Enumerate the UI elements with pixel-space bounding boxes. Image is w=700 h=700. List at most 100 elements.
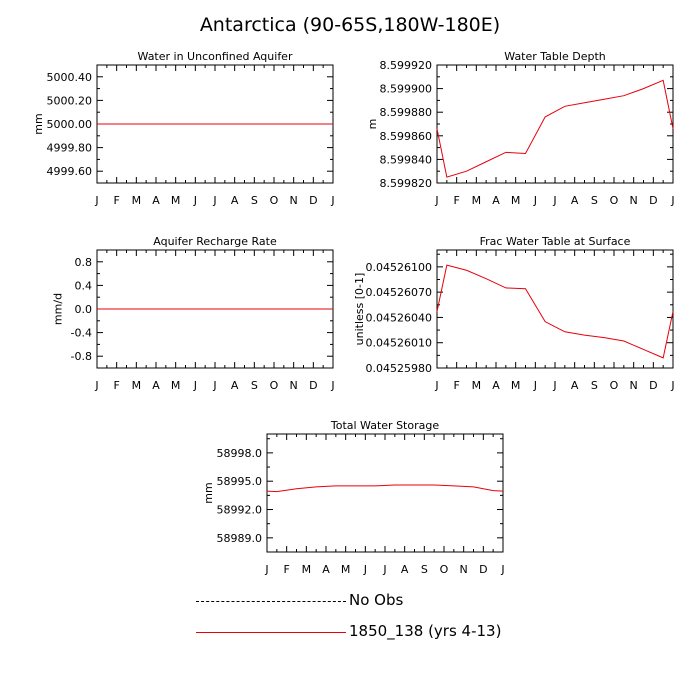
- y-tick-label: 8.599840: [380, 153, 433, 166]
- x-tick-label: J: [212, 379, 216, 392]
- figure-title: Antarctica (90-65S,180W-180E): [199, 14, 501, 36]
- series-line: [436, 264, 674, 359]
- x-tick-label: A: [401, 563, 409, 576]
- y-tick-label: 8.599820: [380, 177, 433, 190]
- y-tick-label: 58995.0: [217, 475, 263, 488]
- y-tick-label: 8.599900: [380, 83, 433, 96]
- y-tick-label: 4999.80: [47, 142, 93, 155]
- y-tick-label: 0.04526040: [366, 311, 432, 324]
- y-tick-label: 0.04526070: [366, 286, 432, 299]
- x-tick-label: J: [94, 194, 98, 207]
- y-axis-label: mm/d: [51, 293, 64, 325]
- x-tick-label: N: [290, 194, 298, 207]
- series-line: [266, 484, 504, 493]
- y-tick-label: 58998.0: [217, 447, 263, 460]
- y-tick-label: 0.04525980: [366, 362, 432, 375]
- x-tick-label: A: [492, 379, 500, 392]
- x-tick-label: N: [630, 194, 638, 207]
- x-tick-label: A: [231, 379, 239, 392]
- x-tick-label: S: [591, 379, 598, 392]
- x-tick-label: J: [94, 379, 98, 392]
- x-tick-label: A: [322, 563, 330, 576]
- x-tick-label: M: [132, 194, 142, 207]
- x-tick-label: J: [670, 194, 674, 207]
- x-tick-label: M: [171, 379, 181, 392]
- x-tick-label: N: [460, 563, 468, 576]
- panel-title: Total Water Storage: [330, 419, 439, 432]
- x-tick-label: J: [193, 194, 197, 207]
- x-tick-label: M: [511, 194, 521, 207]
- y-tick-label: 58992.0: [217, 504, 263, 517]
- x-tick-label: O: [270, 379, 279, 392]
- y-axis-label: mm: [202, 482, 215, 503]
- x-tick-label: M: [341, 563, 351, 576]
- x-tick-label: S: [251, 379, 258, 392]
- x-tick-label: F: [454, 194, 460, 207]
- x-tick-label: M: [132, 379, 142, 392]
- x-tick-label: F: [454, 379, 460, 392]
- y-tick-label: 0.0: [75, 303, 93, 316]
- x-tick-label: M: [511, 379, 521, 392]
- y-tick-label: -0.4: [71, 327, 92, 340]
- panel-title: Water Table Depth: [504, 50, 605, 63]
- y-tick-label: 8.599860: [380, 130, 433, 143]
- x-tick-label: A: [152, 379, 160, 392]
- legend-swatch-dashed: [196, 601, 346, 602]
- x-tick-label: A: [152, 194, 160, 207]
- x-tick-label: J: [330, 379, 334, 392]
- panel-title: Water in Unconfined Aquifer: [138, 50, 293, 63]
- x-tick-label: F: [284, 563, 290, 576]
- x-tick-label: S: [251, 194, 258, 207]
- y-tick-label: 5000.20: [47, 94, 93, 107]
- x-tick-label: J: [533, 194, 537, 207]
- legend-label-model: 1850_138 (yrs 4-13): [349, 622, 502, 640]
- series-line: [436, 79, 674, 178]
- x-tick-label: N: [290, 379, 298, 392]
- x-tick-label: O: [270, 194, 279, 207]
- x-tick-label: J: [552, 194, 556, 207]
- y-tick-label: 0.4: [75, 279, 93, 292]
- x-tick-label: A: [231, 194, 239, 207]
- x-tick-label: J: [434, 194, 438, 207]
- y-tick-label: 4999.60: [47, 165, 93, 178]
- legend-swatch-solid: [196, 632, 346, 633]
- x-tick-label: J: [193, 379, 197, 392]
- y-tick-label: 0.04526010: [366, 337, 432, 350]
- x-tick-label: J: [434, 379, 438, 392]
- x-tick-label: J: [552, 379, 556, 392]
- x-tick-label: A: [571, 379, 579, 392]
- x-tick-label: S: [421, 563, 428, 576]
- panel-title: Aquifer Recharge Rate: [153, 235, 277, 248]
- x-tick-label: O: [610, 379, 619, 392]
- plot-frame: [436, 249, 674, 369]
- y-tick-label: 8.599880: [380, 106, 433, 119]
- y-tick-label: 58989.0: [217, 532, 263, 545]
- plot-frame: [266, 433, 504, 553]
- x-tick-label: J: [533, 379, 537, 392]
- x-tick-label: D: [479, 563, 487, 576]
- x-tick-label: J: [363, 563, 367, 576]
- x-tick-label: F: [114, 379, 120, 392]
- x-tick-label: M: [472, 379, 482, 392]
- x-tick-label: J: [330, 194, 334, 207]
- y-tick-label: 0.8: [75, 256, 93, 269]
- y-tick-label: 5000.00: [47, 118, 93, 131]
- x-tick-label: J: [670, 379, 674, 392]
- x-tick-label: M: [171, 194, 181, 207]
- x-tick-label: D: [309, 379, 317, 392]
- x-tick-label: J: [500, 563, 504, 576]
- y-tick-label: -0.8: [71, 350, 92, 363]
- x-tick-label: J: [212, 194, 216, 207]
- y-tick-label: 0.04526100: [366, 261, 432, 274]
- x-tick-label: A: [492, 194, 500, 207]
- x-tick-label: M: [302, 563, 312, 576]
- x-tick-label: J: [382, 563, 386, 576]
- x-tick-label: F: [114, 194, 120, 207]
- y-axis-label: mm: [32, 113, 45, 134]
